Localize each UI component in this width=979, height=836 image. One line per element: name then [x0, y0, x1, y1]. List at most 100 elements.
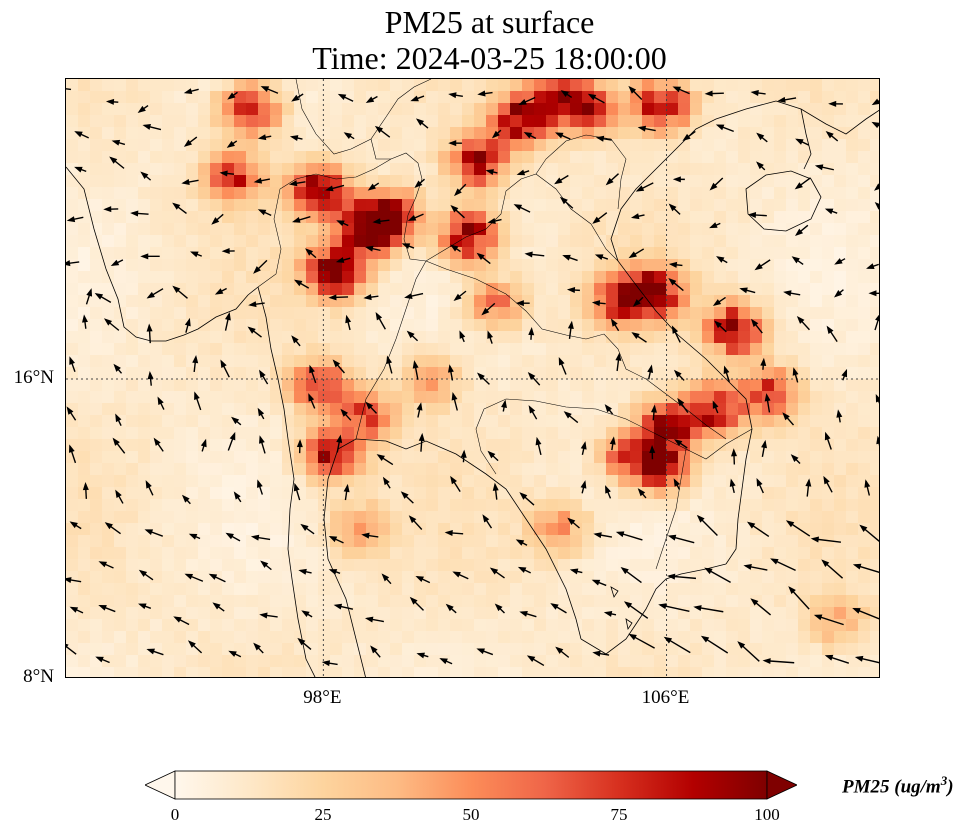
pm25-cell [234, 535, 247, 548]
pm25-cell [834, 403, 847, 416]
pm25-cell [714, 667, 727, 677]
pm25-cell [66, 391, 79, 404]
pm25-cell [642, 211, 655, 224]
pm25-cell [390, 127, 403, 140]
pm25-cell [762, 535, 775, 548]
pm25-cell [150, 163, 163, 176]
pm25-cell [642, 283, 655, 296]
pm25-cell [210, 187, 223, 200]
pm25-cell [78, 163, 91, 176]
pm25-cell [306, 151, 319, 164]
pm25-cell [762, 451, 775, 464]
wind-arrow-head [444, 530, 453, 537]
pm25-cell [762, 199, 775, 212]
pm25-cell [282, 319, 295, 332]
pm25-cell [546, 499, 559, 512]
wind-arrow-head [259, 435, 265, 444]
pm25-cell [774, 319, 787, 332]
pm25-cell [306, 667, 319, 677]
pm25-cell [822, 415, 835, 428]
pm25-cell [450, 619, 463, 632]
pm25-cell [618, 91, 631, 104]
pm25-cell [702, 79, 715, 92]
wind-arrow-head [337, 93, 347, 101]
pm25-cell [294, 475, 307, 488]
pm25-cell [846, 187, 859, 200]
pm25-cell [306, 139, 319, 152]
pm25-cell [726, 175, 739, 188]
pm25-cell [78, 187, 91, 200]
pm25-cell [186, 451, 199, 464]
pm25-cell [834, 223, 847, 236]
pm25-cell [150, 187, 163, 200]
wind-arrow-head [795, 138, 804, 145]
pm25-cell [450, 115, 463, 128]
pm25-cell [258, 91, 271, 104]
pm25-cell [834, 427, 847, 440]
pm25-cell [330, 415, 343, 428]
pm25-cell [414, 379, 427, 392]
pm25-cell [210, 667, 223, 677]
pm25-cell [282, 139, 295, 152]
pm25-cell [150, 271, 163, 284]
pm25-cell [654, 451, 667, 464]
pm25-cell [714, 607, 727, 620]
pm25-cell [234, 331, 247, 344]
pm25-cell [654, 115, 667, 128]
pm25-cell [474, 619, 487, 632]
pm25-cell [498, 535, 511, 548]
pm25-cell [486, 151, 499, 164]
pm25-cell [606, 127, 619, 140]
pm25-cell [66, 91, 79, 104]
pm25-cell [402, 103, 415, 116]
pm25-cell [810, 499, 823, 512]
pm25-cell [234, 91, 247, 104]
pm25-cell [438, 415, 451, 428]
pm25-cell [738, 367, 751, 380]
pm25-cell [114, 595, 127, 608]
pm25-cell [198, 571, 211, 584]
pm25-cell [702, 415, 715, 428]
pm25-cell [846, 115, 859, 128]
pm25-cell [870, 511, 879, 524]
pm25-cell [126, 463, 139, 476]
pm25-cell [798, 151, 811, 164]
pm25-cell [582, 379, 595, 392]
pm25-cell [546, 283, 559, 296]
pm25-cell [126, 79, 139, 92]
pm25-cell [258, 319, 271, 332]
wind-arrow-head [594, 254, 604, 261]
pm25-cell [210, 619, 223, 632]
pm25-cell [762, 259, 775, 272]
wind-arrow-head [68, 444, 75, 453]
pm25-cell [666, 643, 679, 656]
pm25-cell [714, 115, 727, 128]
pm25-cell [654, 235, 667, 248]
pm25-cell [714, 91, 727, 104]
wind-arrow-head [220, 359, 227, 368]
colorbar [145, 770, 797, 800]
pm25-cell [234, 271, 247, 284]
pm25-cell [846, 667, 859, 677]
pm25-cell [738, 223, 751, 236]
pm25-cell [534, 175, 547, 188]
pm25-cell [678, 451, 691, 464]
wind-arrow-head [868, 290, 877, 297]
pm25-cell [786, 631, 799, 644]
pm25-cell [498, 235, 511, 248]
pm25-cell [210, 583, 223, 596]
pm25-cell [690, 595, 703, 608]
pm25-cell [714, 379, 727, 392]
pm25-cell [654, 631, 667, 644]
pm25-cell [450, 631, 463, 644]
pm25-cell [390, 307, 403, 320]
pm25-cell [66, 127, 79, 140]
pm25-cell [102, 535, 115, 548]
pm25-cell [222, 79, 235, 92]
wind-arrow-head [328, 536, 338, 543]
pm25-cell [750, 667, 763, 677]
pm25-cell [66, 295, 79, 308]
pm25-cell [630, 667, 643, 677]
wind-arrow-head [750, 90, 759, 96]
pm25-cell [858, 667, 871, 677]
